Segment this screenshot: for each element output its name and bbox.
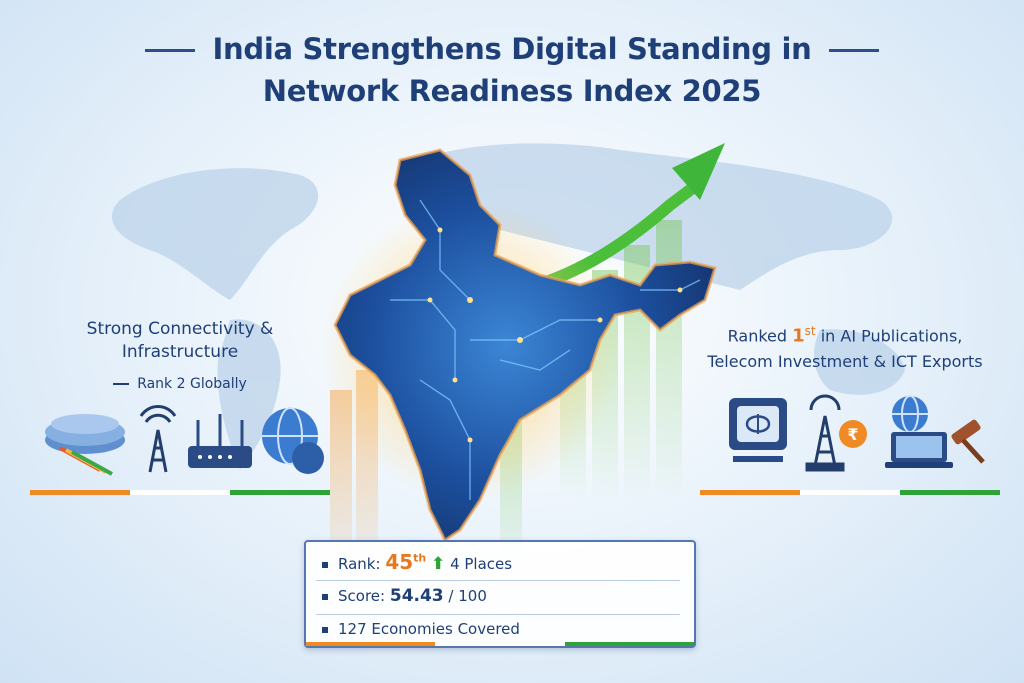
- rank-change: 4 Places: [450, 555, 513, 573]
- score-max: / 100: [448, 587, 487, 605]
- gavel-icon: [951, 419, 985, 464]
- ai-chip-icon: [729, 398, 787, 462]
- achievement-icons: ₹: [729, 394, 985, 472]
- laptop-icon: [885, 432, 953, 468]
- title-dash-left: [144, 49, 195, 52]
- ranked-number: 1: [792, 325, 805, 347]
- title-line-1: India Strengthens Digital Standing in: [212, 32, 812, 66]
- bullet: [322, 561, 328, 568]
- connectivity-heading-2: Infrastructure: [121, 342, 239, 362]
- page-title: India Strengthens Digital Standing in Ne…: [0, 28, 1024, 112]
- up-arrow-icon: ⬆: [431, 554, 446, 574]
- rank-suffix: th: [413, 551, 427, 565]
- rupee-icon: ₹: [839, 420, 867, 448]
- subtext-rule: [113, 383, 130, 385]
- ranked-prefix: Ranked: [727, 326, 788, 346]
- rank-row: Rank: 45th ⬆ 4 Places: [322, 550, 512, 574]
- connectivity-panel: Strong Connectivity & Infrastructure Ran…: [30, 318, 330, 392]
- stats-box: Rank: 45th ⬆ 4 Places Score: 54.43 / 100…: [304, 540, 696, 648]
- svg-text:₹: ₹: [847, 425, 858, 444]
- score-value: 54.43: [389, 586, 444, 606]
- title-line-2: Network Readiness Index 2025: [262, 74, 762, 108]
- economies-row: 127 Economies Covered: [322, 620, 520, 638]
- achievements-panel: Ranked 1st in AI Publications, Telecom I…: [690, 318, 1000, 375]
- signal-tower-icon: [139, 405, 177, 473]
- connectivity-rank-text: Rank 2 Globally: [137, 376, 247, 392]
- economies-text: 127 Economies Covered: [338, 620, 520, 638]
- stats-tricolor-strip: [306, 642, 694, 646]
- ranked-line2: Telecom Investment & ICT Exports: [707, 352, 983, 372]
- bullet: [322, 593, 328, 600]
- left-tricolor-strip: [30, 490, 330, 495]
- india-map: [320, 148, 717, 543]
- separator: [316, 580, 680, 581]
- score-label: Score:: [338, 587, 386, 605]
- ranked-line1-rest: in AI Publications,: [820, 326, 963, 346]
- connectivity-icons: [45, 405, 324, 476]
- right-tricolor-strip: [700, 490, 1000, 495]
- telecom-tower-icon: [805, 394, 845, 472]
- globe-icon: [262, 407, 324, 474]
- title-dash-right: [829, 49, 880, 52]
- score-row: Score: 54.43 / 100: [322, 586, 487, 606]
- rank-value: 45: [385, 550, 414, 574]
- cable-icon: [45, 414, 125, 476]
- wifi-router-icon: [188, 414, 252, 468]
- rank-label: Rank:: [338, 555, 381, 573]
- globe-icon: [892, 395, 928, 433]
- bullet: [322, 626, 328, 633]
- separator: [316, 614, 680, 615]
- ranked-suffix: st: [804, 324, 816, 338]
- connectivity-heading-1: Strong Connectivity &: [86, 319, 274, 339]
